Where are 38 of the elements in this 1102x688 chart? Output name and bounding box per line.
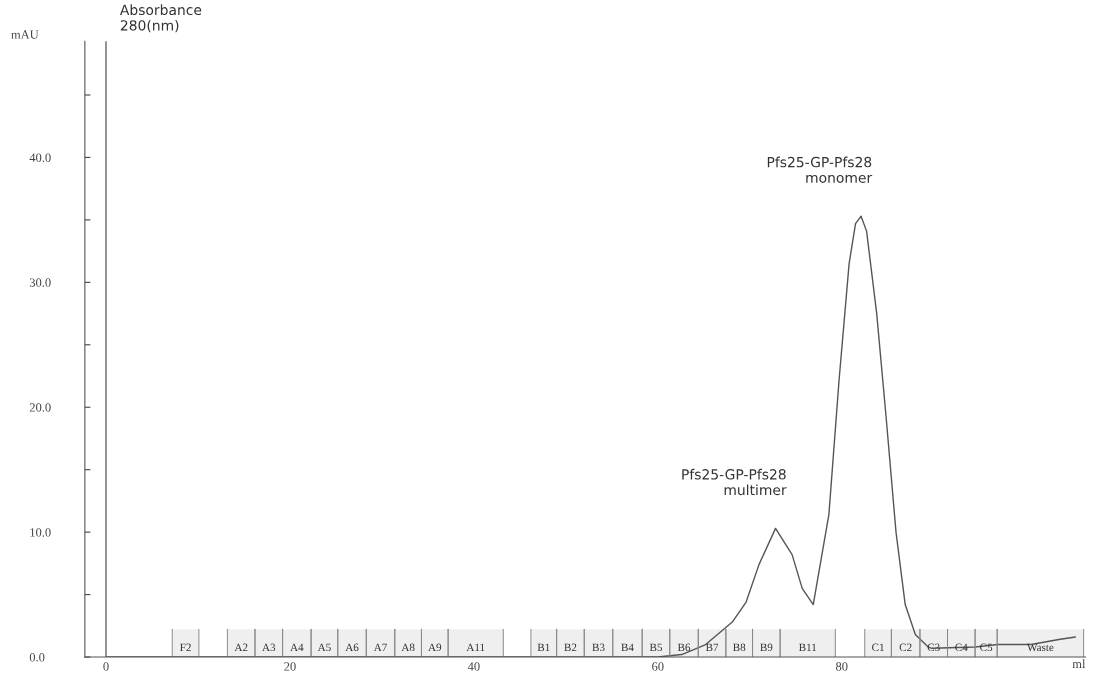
y-tick-label: 30.0 xyxy=(29,278,51,287)
band-label: A9 xyxy=(428,643,442,652)
y-tick-label: 0.0 xyxy=(29,653,45,662)
x-tick-label: 0 xyxy=(103,662,109,671)
band-label: Waste xyxy=(1026,643,1054,652)
y-tick-label: 40.0 xyxy=(29,153,51,162)
x-tick-label: 80 xyxy=(835,662,848,671)
band-label: B6 xyxy=(677,643,691,652)
x-tick-label: 40 xyxy=(467,662,480,671)
y-tick-label: 20.0 xyxy=(29,403,51,412)
band-label: C1 xyxy=(872,643,884,652)
band-label: A3 xyxy=(262,643,276,652)
y-tick-label: 10.0 xyxy=(30,528,51,537)
band-label: B7 xyxy=(705,643,719,652)
band-label: A7 xyxy=(373,643,387,651)
band-label: A2 xyxy=(234,643,248,651)
band-label: B8 xyxy=(733,643,746,652)
band-label: A4 xyxy=(290,643,304,651)
x-tick-label: 20 xyxy=(284,662,296,671)
text: Absorbance 280(nm) xyxy=(119,4,202,33)
band-label: B1 xyxy=(537,643,550,652)
band-label: B11 xyxy=(798,643,817,652)
band-label: B2 xyxy=(564,643,577,652)
band-label: B9 xyxy=(760,643,773,652)
annotation: Pfs25-GP-Pfs28 multimer xyxy=(682,468,787,496)
band-label: A11 xyxy=(466,643,485,651)
band-label: A8 xyxy=(401,643,415,652)
band-label: B5 xyxy=(649,643,663,652)
band-label: A6 xyxy=(345,643,359,652)
band-label: A5 xyxy=(317,643,331,652)
annotation: Pfs25-GP-Pfs28 monomer xyxy=(767,156,873,183)
band-label: C2 xyxy=(899,643,912,652)
y-axis-title: mAU xyxy=(11,30,39,39)
band-label: B4 xyxy=(621,643,634,652)
band-label: B3 xyxy=(592,643,605,652)
x-axis-title: ml xyxy=(1072,659,1086,669)
band-label: F2 xyxy=(180,643,191,651)
x-tick-label: 60 xyxy=(652,662,664,671)
